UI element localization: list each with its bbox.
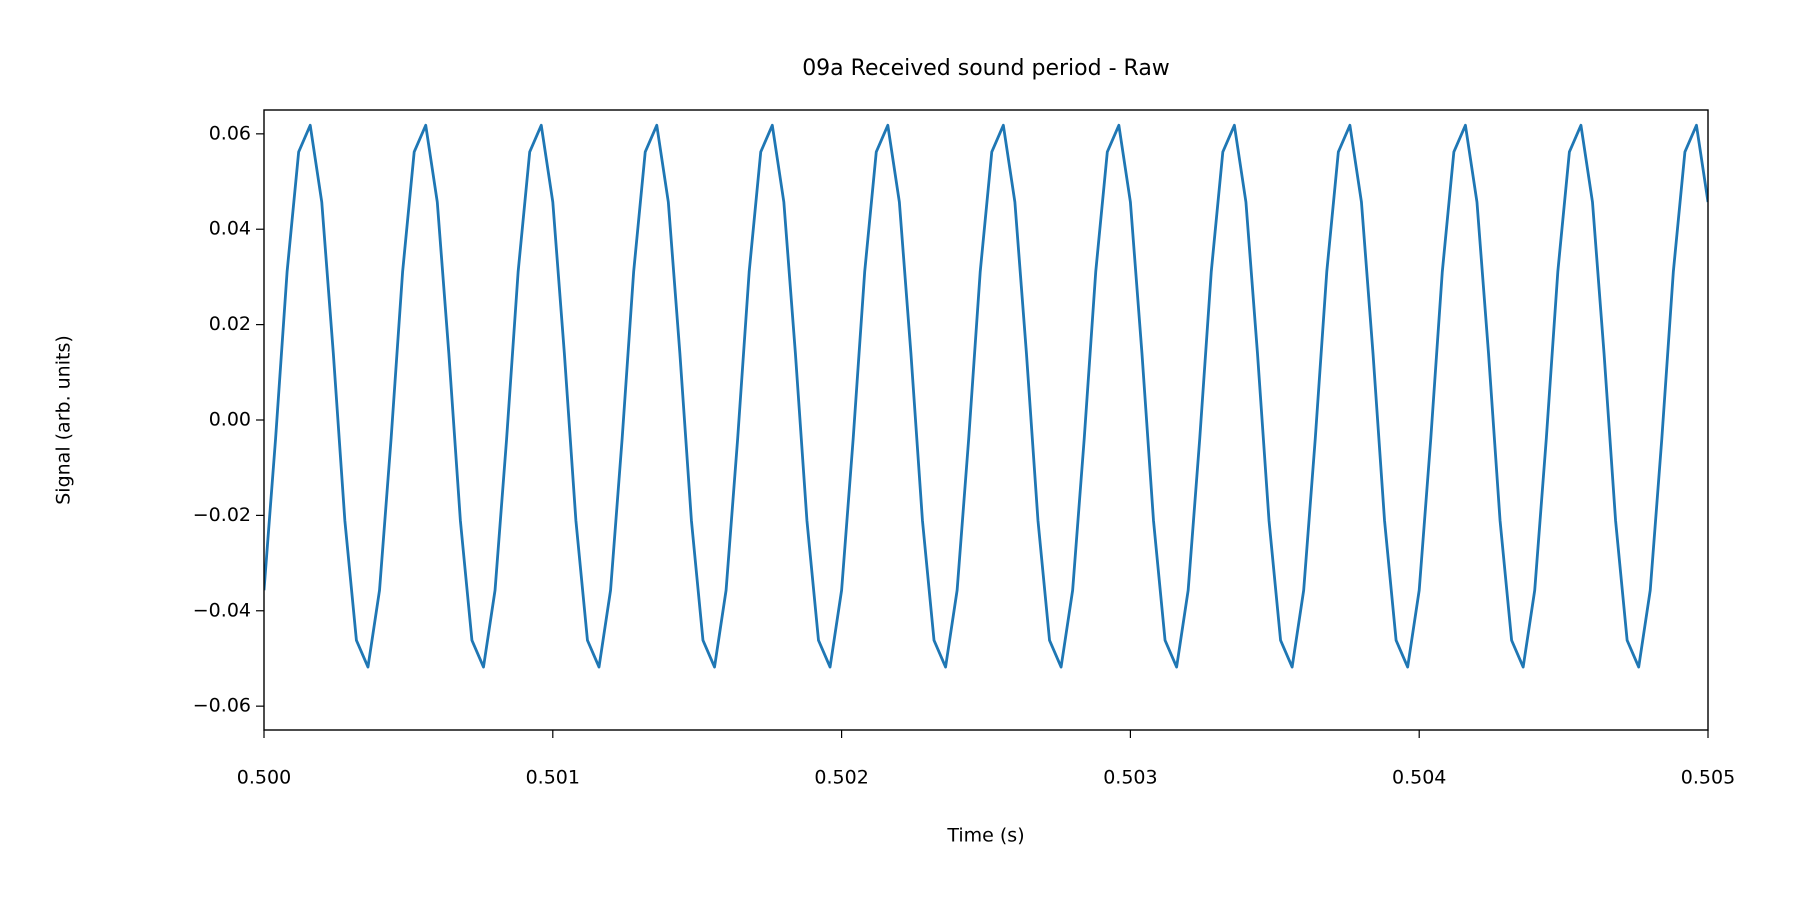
signal-line xyxy=(264,123,1708,669)
y-tick-label: −0.02 xyxy=(193,504,251,526)
x-tick-label: 0.502 xyxy=(814,767,868,789)
y-tick-label: 0.02 xyxy=(209,313,251,335)
chart-title: 09a Received sound period - Raw xyxy=(802,56,1170,81)
y-axis-label: Signal (arb. units) xyxy=(53,335,75,505)
x-tick-label: 0.501 xyxy=(526,767,580,789)
y-tick-label: 0.06 xyxy=(209,122,251,144)
x-tick-label: 0.500 xyxy=(237,767,291,789)
x-axis-label: Time (s) xyxy=(946,825,1024,847)
y-tick-label: −0.04 xyxy=(193,599,251,621)
plot-frame xyxy=(263,109,1709,731)
x-tick-label: 0.505 xyxy=(1681,767,1735,789)
x-tick-label: 0.504 xyxy=(1392,767,1446,789)
y-tick-label: 0.00 xyxy=(209,409,251,431)
y-tick-label: −0.06 xyxy=(193,695,251,717)
y-tick-label: 0.04 xyxy=(209,218,251,240)
x-tick-label: 0.503 xyxy=(1103,767,1157,789)
